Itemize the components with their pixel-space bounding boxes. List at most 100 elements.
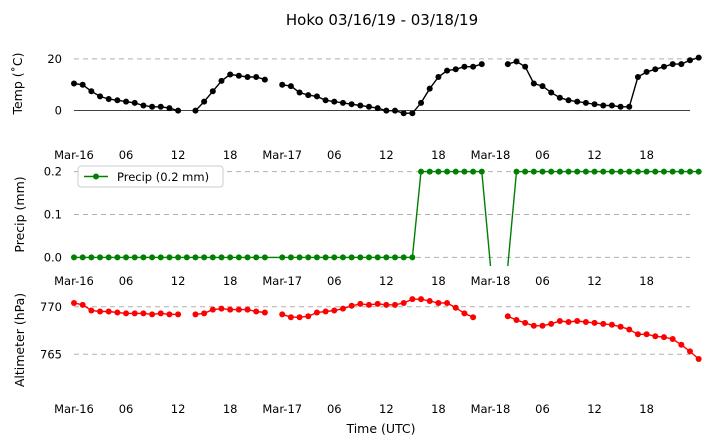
x-tick-label: 06	[535, 148, 550, 162]
x-tick-label: 12	[379, 402, 394, 416]
data-point	[166, 254, 173, 261]
data-point	[548, 320, 555, 327]
data-point	[652, 333, 659, 340]
data-point	[261, 254, 268, 261]
data-point	[235, 306, 242, 313]
data-point	[687, 348, 693, 355]
data-point	[522, 319, 529, 326]
y-tick-label: 20	[47, 52, 62, 66]
data-point	[678, 61, 685, 68]
x-axis-label: Time (UTC)	[345, 421, 415, 436]
data-point	[348, 302, 355, 309]
data-point	[539, 168, 546, 175]
data-point	[140, 102, 147, 109]
data-point	[331, 307, 338, 314]
data-point	[452, 66, 459, 73]
data-point	[305, 254, 312, 261]
data-point	[374, 105, 381, 112]
data-point	[435, 74, 442, 81]
data-point	[444, 67, 451, 74]
data-point	[218, 77, 225, 84]
y-tick-label: 765	[40, 347, 62, 361]
data-point	[574, 318, 581, 324]
x-tick-label: 06	[535, 402, 550, 416]
data-point	[470, 314, 477, 321]
x-tick-label: 06	[327, 402, 342, 416]
data-point	[149, 311, 156, 318]
legend: Precip (0.2 mm)	[77, 165, 224, 188]
data-point	[435, 299, 442, 306]
data-point	[131, 310, 138, 317]
data-point	[556, 168, 563, 175]
y-tick-label: 0.2	[44, 165, 62, 179]
data-point	[591, 101, 598, 108]
data-point	[418, 99, 425, 106]
data-point	[383, 254, 390, 261]
data-point	[574, 98, 581, 105]
x-tick-label: 06	[119, 148, 134, 162]
data-point	[565, 318, 572, 325]
data-point	[643, 68, 650, 75]
x-tick-label: 12	[171, 402, 186, 416]
data-point	[313, 93, 320, 100]
y-axis-label: Altimeter (hPa)	[12, 293, 27, 387]
data-point	[348, 101, 355, 108]
data-point	[522, 168, 529, 175]
data-point	[175, 311, 182, 318]
data-point	[140, 254, 147, 261]
x-tick-label: 18	[223, 274, 238, 288]
data-point	[418, 296, 425, 303]
data-point	[617, 103, 624, 110]
data-point	[383, 107, 390, 114]
data-point	[357, 102, 364, 109]
data-point	[626, 103, 633, 110]
data-point	[608, 102, 615, 109]
data-point	[400, 254, 407, 261]
data-point	[695, 54, 702, 61]
y-tick-label: 0	[55, 104, 62, 118]
data-point	[201, 254, 208, 261]
data-point	[313, 309, 320, 316]
data-point	[157, 310, 164, 317]
data-point	[574, 168, 581, 175]
data-point	[600, 102, 607, 109]
data-point	[131, 254, 138, 261]
data-point	[426, 298, 433, 305]
data-point	[192, 107, 199, 114]
x-tick-label: Mar-16	[54, 274, 94, 288]
precipitation-panel: 0.0 0.1 0.2 Precip (mm) Mar-16 06 12 18 Mar-17 06…	[12, 165, 702, 288]
data-point	[261, 309, 268, 316]
data-point	[591, 319, 598, 326]
data-point	[530, 322, 537, 329]
data-point	[409, 254, 416, 261]
data-point	[114, 309, 121, 316]
x-tick-label: 12	[587, 274, 602, 288]
data-point	[244, 254, 251, 261]
data-point	[530, 80, 537, 87]
data-point	[287, 254, 294, 261]
data-point	[357, 254, 364, 261]
x-tick-label: 18	[431, 402, 446, 416]
data-point	[157, 103, 164, 110]
legend-swatch-marker	[93, 173, 99, 180]
data-point	[695, 356, 702, 362]
data-point	[348, 254, 355, 261]
y-axis-label: Temp (˚C)	[10, 52, 25, 115]
data-point	[634, 331, 641, 338]
data-point	[374, 254, 381, 261]
data-point	[392, 301, 399, 308]
data-point	[218, 305, 225, 312]
y-tick-label: 770	[40, 300, 62, 314]
data-point	[470, 63, 477, 70]
data-point	[339, 305, 346, 312]
data-point	[253, 254, 260, 261]
data-point	[105, 96, 112, 103]
data-point	[565, 168, 572, 175]
data-point	[383, 301, 390, 308]
data-point	[123, 98, 130, 105]
data-point	[279, 81, 286, 88]
data-point	[600, 168, 607, 175]
data-point	[114, 97, 121, 104]
data-point	[617, 323, 624, 330]
